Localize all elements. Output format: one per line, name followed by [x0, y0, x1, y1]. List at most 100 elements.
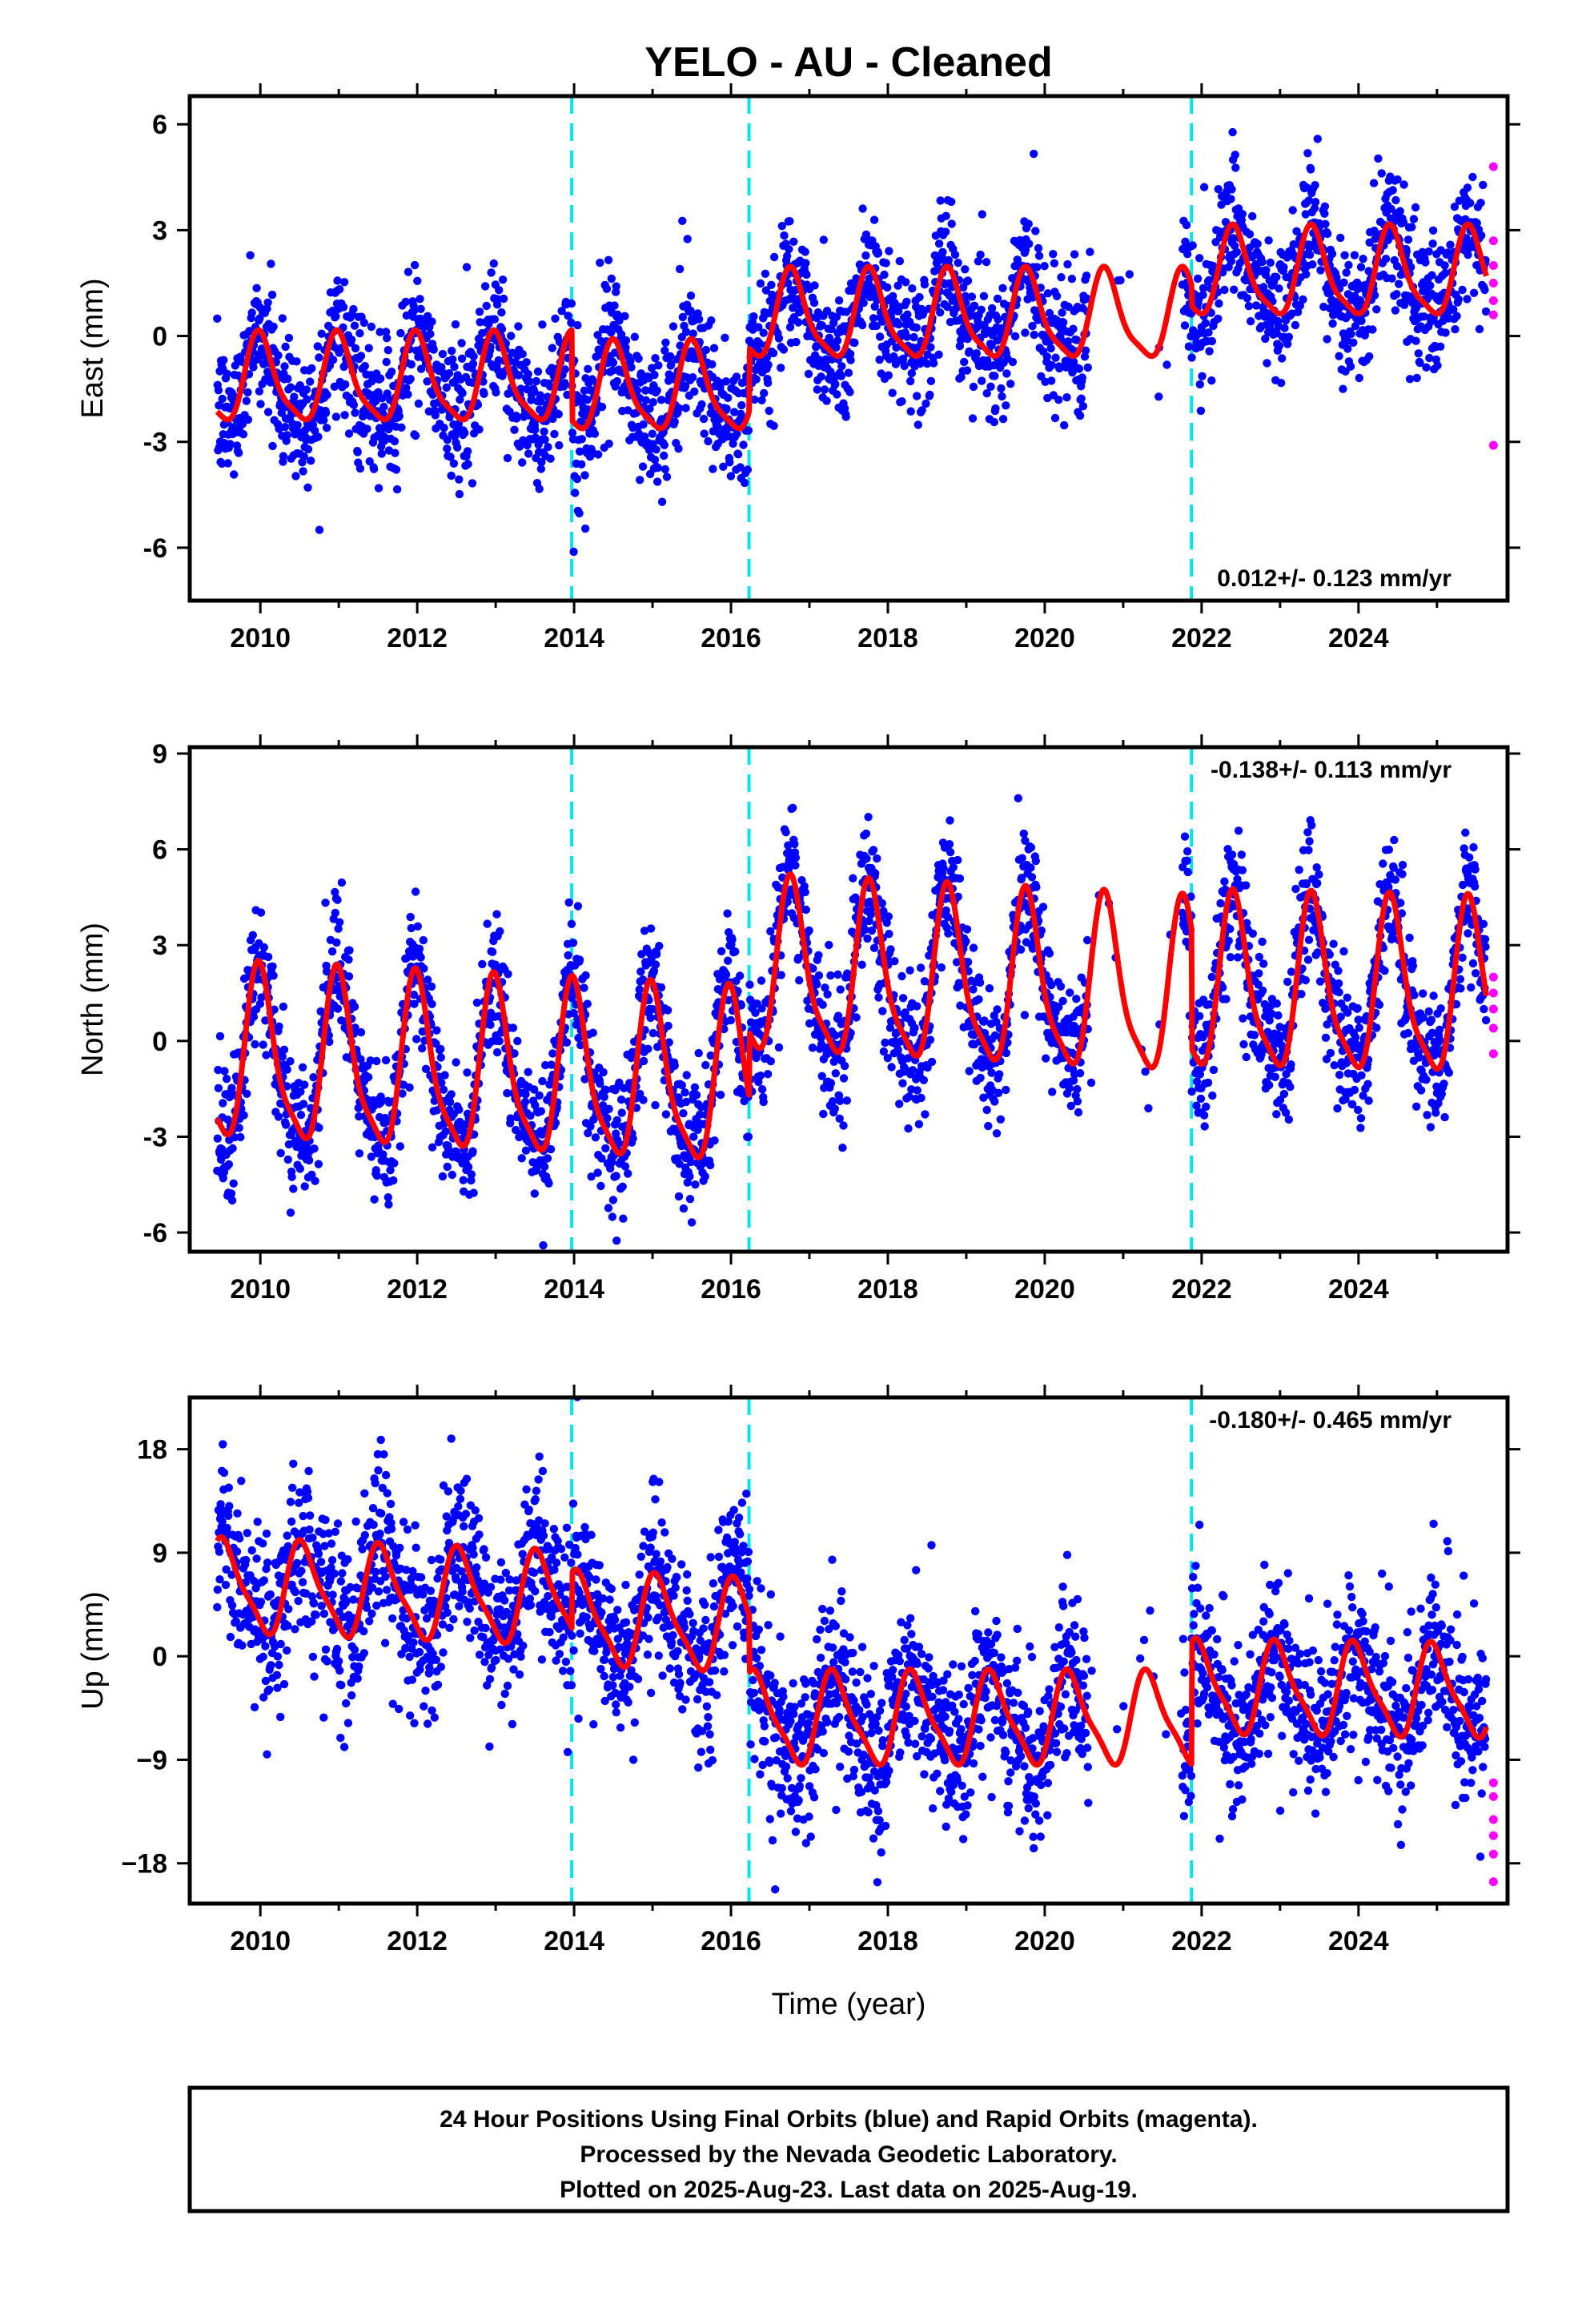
east-point	[1205, 347, 1214, 356]
north-point	[286, 1208, 295, 1217]
east-point	[514, 371, 524, 380]
east-point	[1374, 154, 1383, 163]
north-point	[1180, 832, 1190, 841]
east-point	[409, 306, 419, 316]
east-point	[580, 386, 589, 395]
east-point	[1293, 308, 1303, 316]
east-point	[1450, 203, 1460, 211]
east-point	[1227, 185, 1236, 194]
north-point	[635, 985, 644, 994]
east-point	[490, 315, 500, 324]
east-point	[310, 426, 319, 435]
north-point	[236, 1132, 245, 1142]
east-point	[306, 377, 315, 386]
east-point	[607, 328, 616, 337]
north-point	[636, 967, 645, 976]
east-point	[1264, 236, 1273, 245]
east-point	[292, 357, 301, 366]
east-point	[1198, 372, 1207, 380]
north-point	[413, 922, 422, 931]
east-point	[767, 280, 776, 289]
east-point	[991, 404, 1000, 413]
east-point	[226, 440, 235, 448]
north-point	[608, 1212, 617, 1221]
east-final-orbit-points	[213, 127, 1491, 557]
east-point	[1346, 362, 1355, 371]
north-point	[312, 1301, 320, 1309]
north-point	[390, 1159, 399, 1168]
north-point	[278, 1052, 287, 1061]
east-point	[1199, 283, 1208, 292]
east-point	[577, 435, 586, 444]
north-point	[376, 1092, 385, 1101]
north-point	[455, 1105, 464, 1114]
east-point	[1424, 247, 1433, 256]
east-point	[1040, 262, 1049, 271]
east-point	[1463, 183, 1472, 192]
north-point	[436, 1053, 445, 1062]
north-point	[644, 1044, 652, 1054]
east-point	[252, 283, 261, 292]
north-point	[923, 1063, 932, 1072]
north-point	[255, 999, 265, 1008]
north-point	[289, 1184, 298, 1193]
north-point	[283, 1155, 292, 1164]
chart-title: YELO - AU - Cleaned	[644, 39, 1052, 86]
east-point	[1288, 206, 1297, 215]
east-point	[902, 332, 912, 341]
north-point	[863, 934, 872, 943]
east-point	[572, 474, 582, 484]
east-point	[457, 354, 467, 363]
east-point	[1266, 258, 1275, 267]
north-point	[691, 1180, 700, 1189]
east-point	[333, 276, 342, 285]
east-point	[902, 297, 911, 306]
east-point	[972, 349, 982, 358]
east-point	[1125, 270, 1134, 279]
east-y-tick-label: -6	[143, 533, 167, 564]
east-point	[898, 354, 908, 364]
north-point	[274, 1112, 283, 1121]
east-point	[653, 463, 662, 472]
east-point	[1428, 226, 1438, 235]
north-point	[962, 925, 972, 934]
north-point	[946, 816, 954, 825]
east-point	[507, 332, 516, 340]
east-point	[936, 308, 945, 317]
east-point	[1050, 259, 1059, 267]
east-point	[1391, 195, 1400, 205]
north-point	[496, 927, 504, 936]
north-point	[656, 983, 666, 992]
north-point	[969, 985, 978, 994]
east-point	[831, 380, 840, 388]
east-point	[283, 374, 292, 384]
north-point	[436, 1044, 445, 1054]
east-point	[900, 361, 909, 371]
east-rapid-point	[1488, 296, 1498, 306]
east-point	[573, 320, 582, 330]
north-point	[757, 976, 766, 985]
east-point	[744, 426, 753, 435]
north-point	[881, 1038, 889, 1047]
east-point	[821, 355, 830, 364]
east-frame	[187, 94, 1510, 603]
north-point	[994, 1088, 1003, 1098]
east-point	[844, 368, 853, 377]
east-point	[1078, 402, 1088, 411]
east-point	[560, 379, 569, 388]
east-point	[1238, 210, 1247, 219]
east-point	[1272, 272, 1281, 282]
north-point	[333, 895, 342, 904]
east-point	[349, 304, 358, 314]
east-point	[462, 263, 472, 271]
north-point	[1026, 863, 1035, 872]
north-point	[447, 1090, 456, 1099]
north-point	[817, 1072, 826, 1081]
east-point	[616, 330, 626, 339]
north-point	[823, 990, 832, 999]
north-point	[472, 998, 482, 1007]
east-point	[689, 373, 697, 382]
north-point	[651, 960, 661, 969]
east-point	[1284, 332, 1294, 341]
east-point	[299, 452, 308, 461]
